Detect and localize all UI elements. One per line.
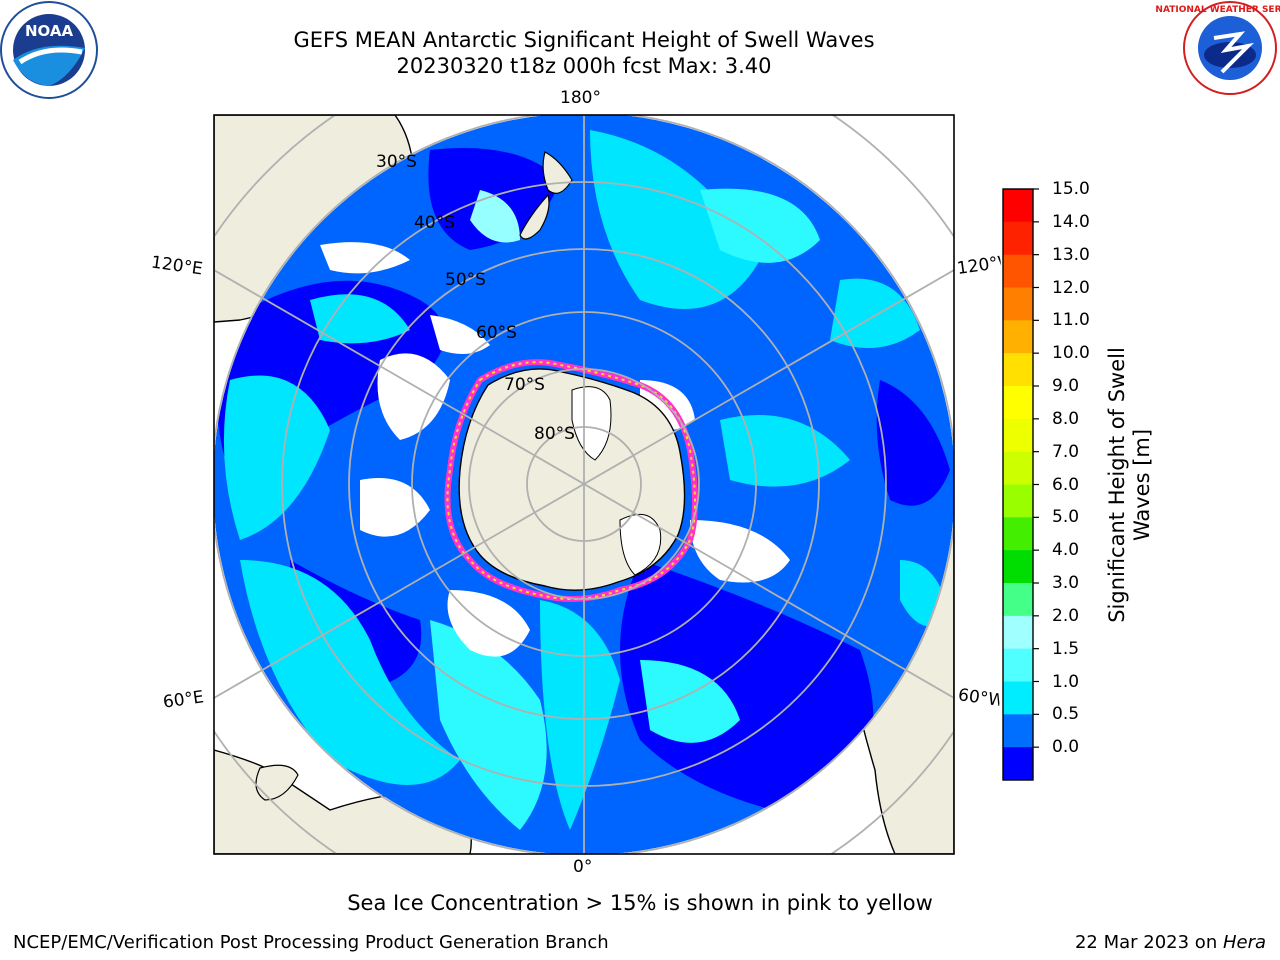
- weddell-ice-shelf: [619, 513, 662, 576]
- colorbar-tick-label: 6.0: [1052, 474, 1080, 495]
- colorbar-segment: [1003, 550, 1033, 584]
- noaa-logo-text: NOAA: [25, 22, 74, 40]
- title-line-1: GEFS MEAN Antarctic Significant Height o…: [293, 28, 875, 52]
- ross-ice-shelf: [571, 386, 612, 461]
- colorbar-segment: [1003, 517, 1033, 551]
- parallel-label-80s: 80°S: [534, 424, 575, 444]
- colorbar-segment: [1003, 615, 1033, 650]
- parallel-label-70s: 70°S: [504, 375, 545, 395]
- colorbar-tick-label: 2.0: [1052, 605, 1080, 626]
- colorbar-tick-label: 8.0: [1052, 408, 1080, 429]
- colorbar-tick-label: 1.0: [1052, 671, 1080, 692]
- land-new-zealand: [519, 151, 573, 240]
- footer-date: 22 Mar 2023 on Hera: [1075, 932, 1266, 953]
- swell-field: [214, 115, 954, 854]
- meridian-label-180: 180°: [560, 88, 601, 108]
- colorbar-segment: [1003, 221, 1033, 256]
- colorbar-segment: [1003, 353, 1033, 387]
- colorbar-label-line-2: Waves [m]: [1130, 428, 1154, 542]
- parallel-label-50s: 50°S: [445, 270, 486, 290]
- graticule: [214, 115, 954, 854]
- colorbar-segment: [1003, 418, 1033, 453]
- colorbar-segment: [1003, 189, 1033, 223]
- nws-logo-text: NATIONAL WEATHER SERVICE: [1155, 5, 1280, 15]
- colorbar-segment: [1003, 583, 1033, 617]
- footer-date-text: 22 Mar 2023 on: [1074, 932, 1223, 953]
- colorbar-tick-label: 0.0: [1052, 737, 1080, 758]
- colorbar-tick-label: 14.0: [1052, 211, 1090, 232]
- noaa-logo: NOAA: [0, 1, 98, 99]
- colorbar-tick-label: 12.0: [1052, 277, 1090, 298]
- colorbar-tick-label: 5.0: [1052, 507, 1080, 528]
- colorbar-segment: [1003, 747, 1033, 781]
- parallel-label-30s: 30°S: [376, 152, 417, 172]
- parallel-label-60s: 60°S: [476, 323, 517, 343]
- parallel-label-40s: 40°S: [414, 213, 455, 233]
- meridian-label-0: 0°: [573, 857, 593, 877]
- map-frame: [213, 114, 955, 855]
- colorbar-segment: [1003, 254, 1033, 288]
- nws-logo: NATIONAL WEATHER SERVICE: [1155, 1, 1280, 95]
- sea-ice-note: Sea Ice Concentration > 15% is shown in …: [347, 891, 933, 915]
- colorbar: [1002, 188, 1039, 781]
- colorbar-segment: [1003, 287, 1033, 321]
- title-line-2: 20230320 t18z 000h fcst Max: 3.40: [396, 54, 772, 78]
- footer-credit: NCEP/EMC/Verification Post Processing Pr…: [13, 932, 609, 953]
- colorbar-segment: [1003, 714, 1033, 748]
- colorbar-tick-label: 11.0: [1052, 310, 1090, 331]
- colorbar-tick-label: 3.0: [1052, 573, 1080, 593]
- meridian-60e-120w: [214, 269, 954, 699]
- colorbar-segment: [1003, 386, 1033, 420]
- colorbar-tick-label: 9.0: [1052, 376, 1080, 396]
- colorbar-tick-label: 0.5: [1052, 704, 1080, 725]
- colorbar-tick-label: 13.0: [1052, 244, 1090, 265]
- footer-host: Hera: [1222, 932, 1266, 953]
- colorbar-tick-label: 4.0: [1052, 540, 1080, 561]
- colorbar-segment: [1003, 484, 1033, 518]
- colorbar-tick-label: 1.5: [1052, 638, 1080, 659]
- colorbar-segment: [1003, 451, 1033, 485]
- land-madagascar: [255, 764, 299, 801]
- colorbar-tick-label: 7.0: [1052, 441, 1080, 462]
- colorbar-tick-label: 15.0: [1052, 179, 1090, 199]
- colorbar-label: Significant Height of Swell Waves [m]: [1105, 347, 1155, 623]
- colorbar-tick-label: 10.0: [1052, 343, 1090, 364]
- colorbar-segment: [1003, 648, 1033, 682]
- colorbar-segment: [1003, 681, 1033, 715]
- colorbar-segment: [1003, 320, 1033, 354]
- colorbar-label-line-1: Significant Height of Swell: [1105, 347, 1129, 623]
